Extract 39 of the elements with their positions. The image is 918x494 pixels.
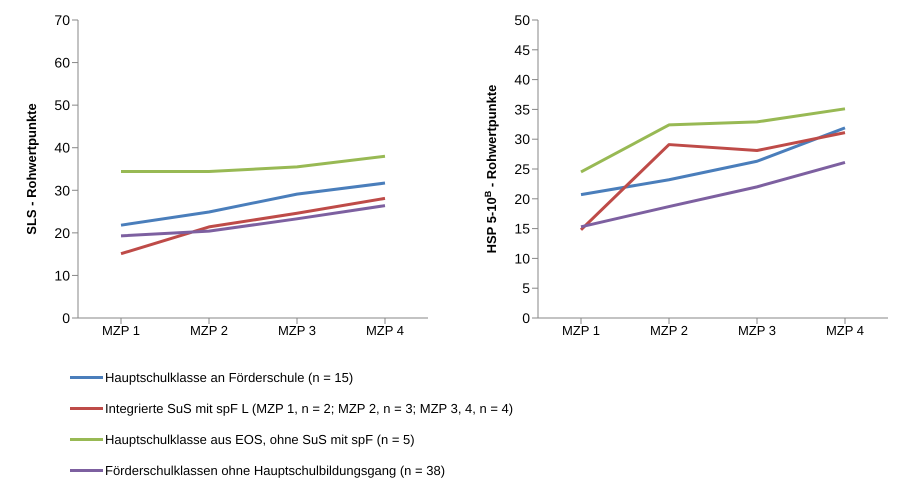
x-tick-label: MZP 3 [278,323,316,338]
y-tick-label: 5 [522,280,530,296]
y-tick-label: 50 [54,97,70,114]
y-tick-label: 0 [522,310,530,326]
y-tick-label: 70 [54,12,70,28]
y-tick-label: 15 [514,220,530,237]
line-series [580,131,846,232]
x-tick-label: MZP 2 [650,323,688,338]
y-tick-label: 40 [514,72,530,88]
x-tick-label: MZP 2 [190,323,228,338]
legend-label: Hauptschulklasse aus EOS, ohne SuS mit spF (n = 5) [105,432,415,447]
y-tick-label: 50 [514,12,530,28]
y-tick-label: 35 [514,101,530,118]
x-tick-label: MZP 3 [738,323,776,338]
line-series [580,160,846,228]
line-series [580,107,846,174]
line-series [580,126,846,196]
legend-label: Integrierte SuS mit spF L (MZP 1, n = 2; MZP 2, n = 3; MZP 3, 4, n = 4) [105,401,514,416]
line-series [120,196,386,256]
y-axis-title: SLS - Rohwertpunkte [24,103,39,235]
y-tick-label: 30 [514,131,530,148]
x-tick-label: MZP 4 [826,323,864,338]
y-tick-label: 40 [54,140,70,156]
y-tick-label: 45 [514,42,530,58]
legend-label: Hauptschulklasse an Förderschule (n = 15) [105,370,354,385]
y-tick-label: 60 [54,54,70,71]
line-series [120,204,386,238]
y-tick-label: 20 [514,190,530,207]
y-tick-label: 10 [54,267,70,284]
line-series [120,182,386,227]
y-tick-label: 20 [54,224,70,241]
y-tick-label: 30 [54,182,70,198]
y-tick-label: 0 [62,310,70,326]
y-tick-label: 25 [514,160,530,177]
x-tick-label: MZP 1 [102,323,140,338]
x-tick-label: MZP 1 [562,323,600,338]
x-tick-label: MZP 4 [366,323,404,338]
y-tick-label: 10 [514,250,530,266]
legend-label: Förderschulklassen ohne Hauptschulbildungsgang (n = 38) [105,463,446,478]
